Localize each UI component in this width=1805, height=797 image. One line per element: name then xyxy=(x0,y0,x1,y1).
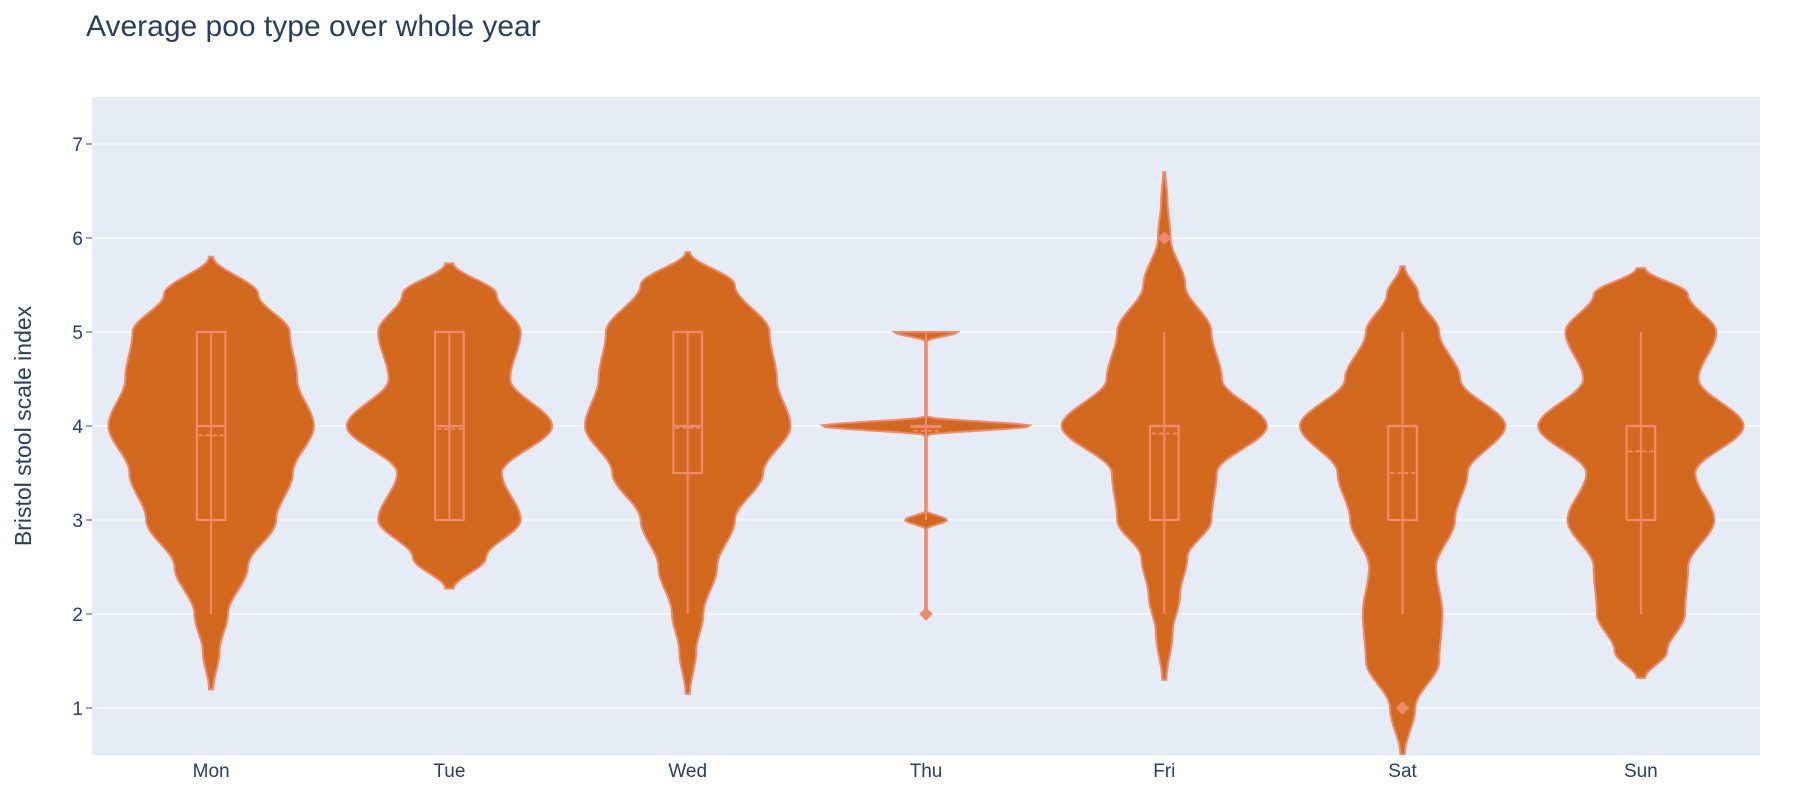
x-tick-label: Fri xyxy=(1153,761,1175,782)
outlier-point xyxy=(919,607,933,621)
box xyxy=(672,330,704,475)
violin-sat xyxy=(1298,265,1507,755)
x-tick-label: Sun xyxy=(1624,761,1658,782)
x-tick-label: Tue xyxy=(433,761,465,782)
outlier-point xyxy=(1157,231,1171,245)
violin-tue xyxy=(345,262,554,590)
y-tick-label: 5 xyxy=(72,323,83,344)
y-tick-label: 1 xyxy=(72,699,83,720)
outlier-point xyxy=(1395,701,1410,715)
x-tick-label: Wed xyxy=(668,761,707,782)
chart-title: Average poo type over whole year xyxy=(86,10,541,43)
y-tick-label: 3 xyxy=(72,511,83,532)
y-axis-ticks: 1 2 3 4 5 6 7 xyxy=(72,135,92,720)
y-tick-label: 6 xyxy=(72,229,83,250)
violin-sun xyxy=(1537,267,1745,679)
violin-wed xyxy=(583,251,792,695)
violins xyxy=(107,171,1745,755)
y-tick-label: 2 xyxy=(72,605,83,626)
y-tick-label: 7 xyxy=(72,135,83,156)
y-axis-title: Bristol stool scale index xyxy=(10,305,36,546)
violin-thu xyxy=(818,331,1034,621)
x-tick-label: Thu xyxy=(910,761,943,782)
x-tick-label: Mon xyxy=(193,761,230,782)
violin-fri xyxy=(1060,171,1269,681)
violin-mon xyxy=(107,255,315,691)
x-axis-ticks: Mon Tue Wed Thu Fri Sat Sun xyxy=(193,761,1658,782)
y-tick-label: 4 xyxy=(72,417,83,438)
x-tick-label: Sat xyxy=(1388,761,1417,782)
